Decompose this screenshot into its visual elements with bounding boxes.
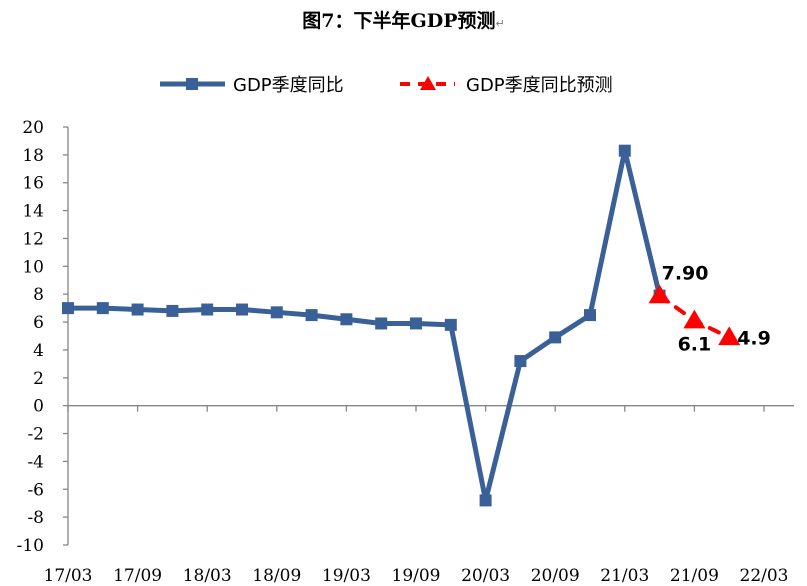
legend-marker-triangle	[420, 76, 436, 90]
x-tick-label: 20/09	[531, 566, 580, 586]
y-tick-label: 2	[33, 369, 44, 389]
chart-title: 图7：下半年GDP预测↵	[302, 10, 505, 32]
y-tick-label: -4	[27, 452, 44, 472]
series-line-1	[65, 148, 663, 503]
x-tick-label: 21/09	[670, 566, 719, 586]
data-point-marker	[62, 302, 74, 315]
x-tick-label: 22/03	[740, 566, 789, 586]
y-tick-label: 0	[33, 397, 44, 417]
legend-label-2: GDP季度同比预测	[466, 75, 613, 96]
y-tick-label: 4	[33, 341, 44, 361]
data-label: 4.9	[737, 327, 771, 349]
data-point-marker	[549, 331, 562, 344]
x-tick-label: 17/03	[44, 566, 93, 586]
legend: GDP季度同比 GDP季度同比预测	[160, 75, 613, 96]
paragraph-mark: ↵	[495, 17, 505, 30]
data-point-marker	[444, 318, 457, 331]
data-point-marker	[410, 317, 422, 330]
data-point-marker	[340, 313, 353, 326]
plot-area: 7.90 6.1 4.9	[62, 144, 771, 507]
data-point-marker	[479, 494, 492, 507]
y-tick-label: 14	[22, 202, 44, 222]
y-tick-label: 18	[22, 146, 44, 166]
x-tick-label: 19/09	[392, 566, 441, 586]
y-tick-label: 10	[22, 257, 44, 277]
x-tick-label: 18/09	[252, 566, 301, 586]
x-tick-label: 17/09	[113, 566, 162, 586]
data-point-marker	[166, 304, 179, 317]
x-tick-label: 19/03	[322, 566, 371, 586]
y-tick-label: -2	[27, 425, 44, 445]
y-tick-label: -8	[27, 508, 44, 528]
y-tick-label: 6	[33, 313, 44, 333]
legend-marker-square	[186, 78, 198, 90]
data-point-marker	[270, 306, 283, 319]
data-point-marker	[584, 309, 596, 322]
data-point-marker	[514, 355, 527, 368]
data-point-marker	[618, 144, 631, 157]
data-point-marker	[131, 303, 144, 316]
legend-label-1: GDP季度同比	[233, 75, 344, 96]
x-tick-label: 20/03	[461, 566, 510, 586]
data-point-marker	[375, 317, 388, 330]
y-tick-label: 12	[22, 229, 44, 249]
forecast-point-marker	[683, 309, 706, 329]
data-point-marker	[201, 303, 214, 316]
y-tick-label: 8	[33, 285, 44, 305]
data-label: 6.1	[678, 334, 712, 356]
data-label: 7.90	[662, 263, 709, 285]
forecast-point-marker	[648, 284, 671, 304]
data-point-marker	[305, 309, 318, 322]
x-tick-label: 18/03	[183, 566, 232, 586]
y-tick-label: 20	[22, 118, 44, 138]
x-tick-label: 21/03	[600, 566, 649, 586]
y-tick-label: -6	[27, 480, 44, 500]
y-tick-label: 16	[22, 174, 44, 194]
data-point-marker	[96, 302, 109, 315]
forecast-point-marker	[718, 326, 741, 346]
y-tick-label: -10	[17, 536, 44, 556]
data-point-marker	[236, 303, 248, 316]
